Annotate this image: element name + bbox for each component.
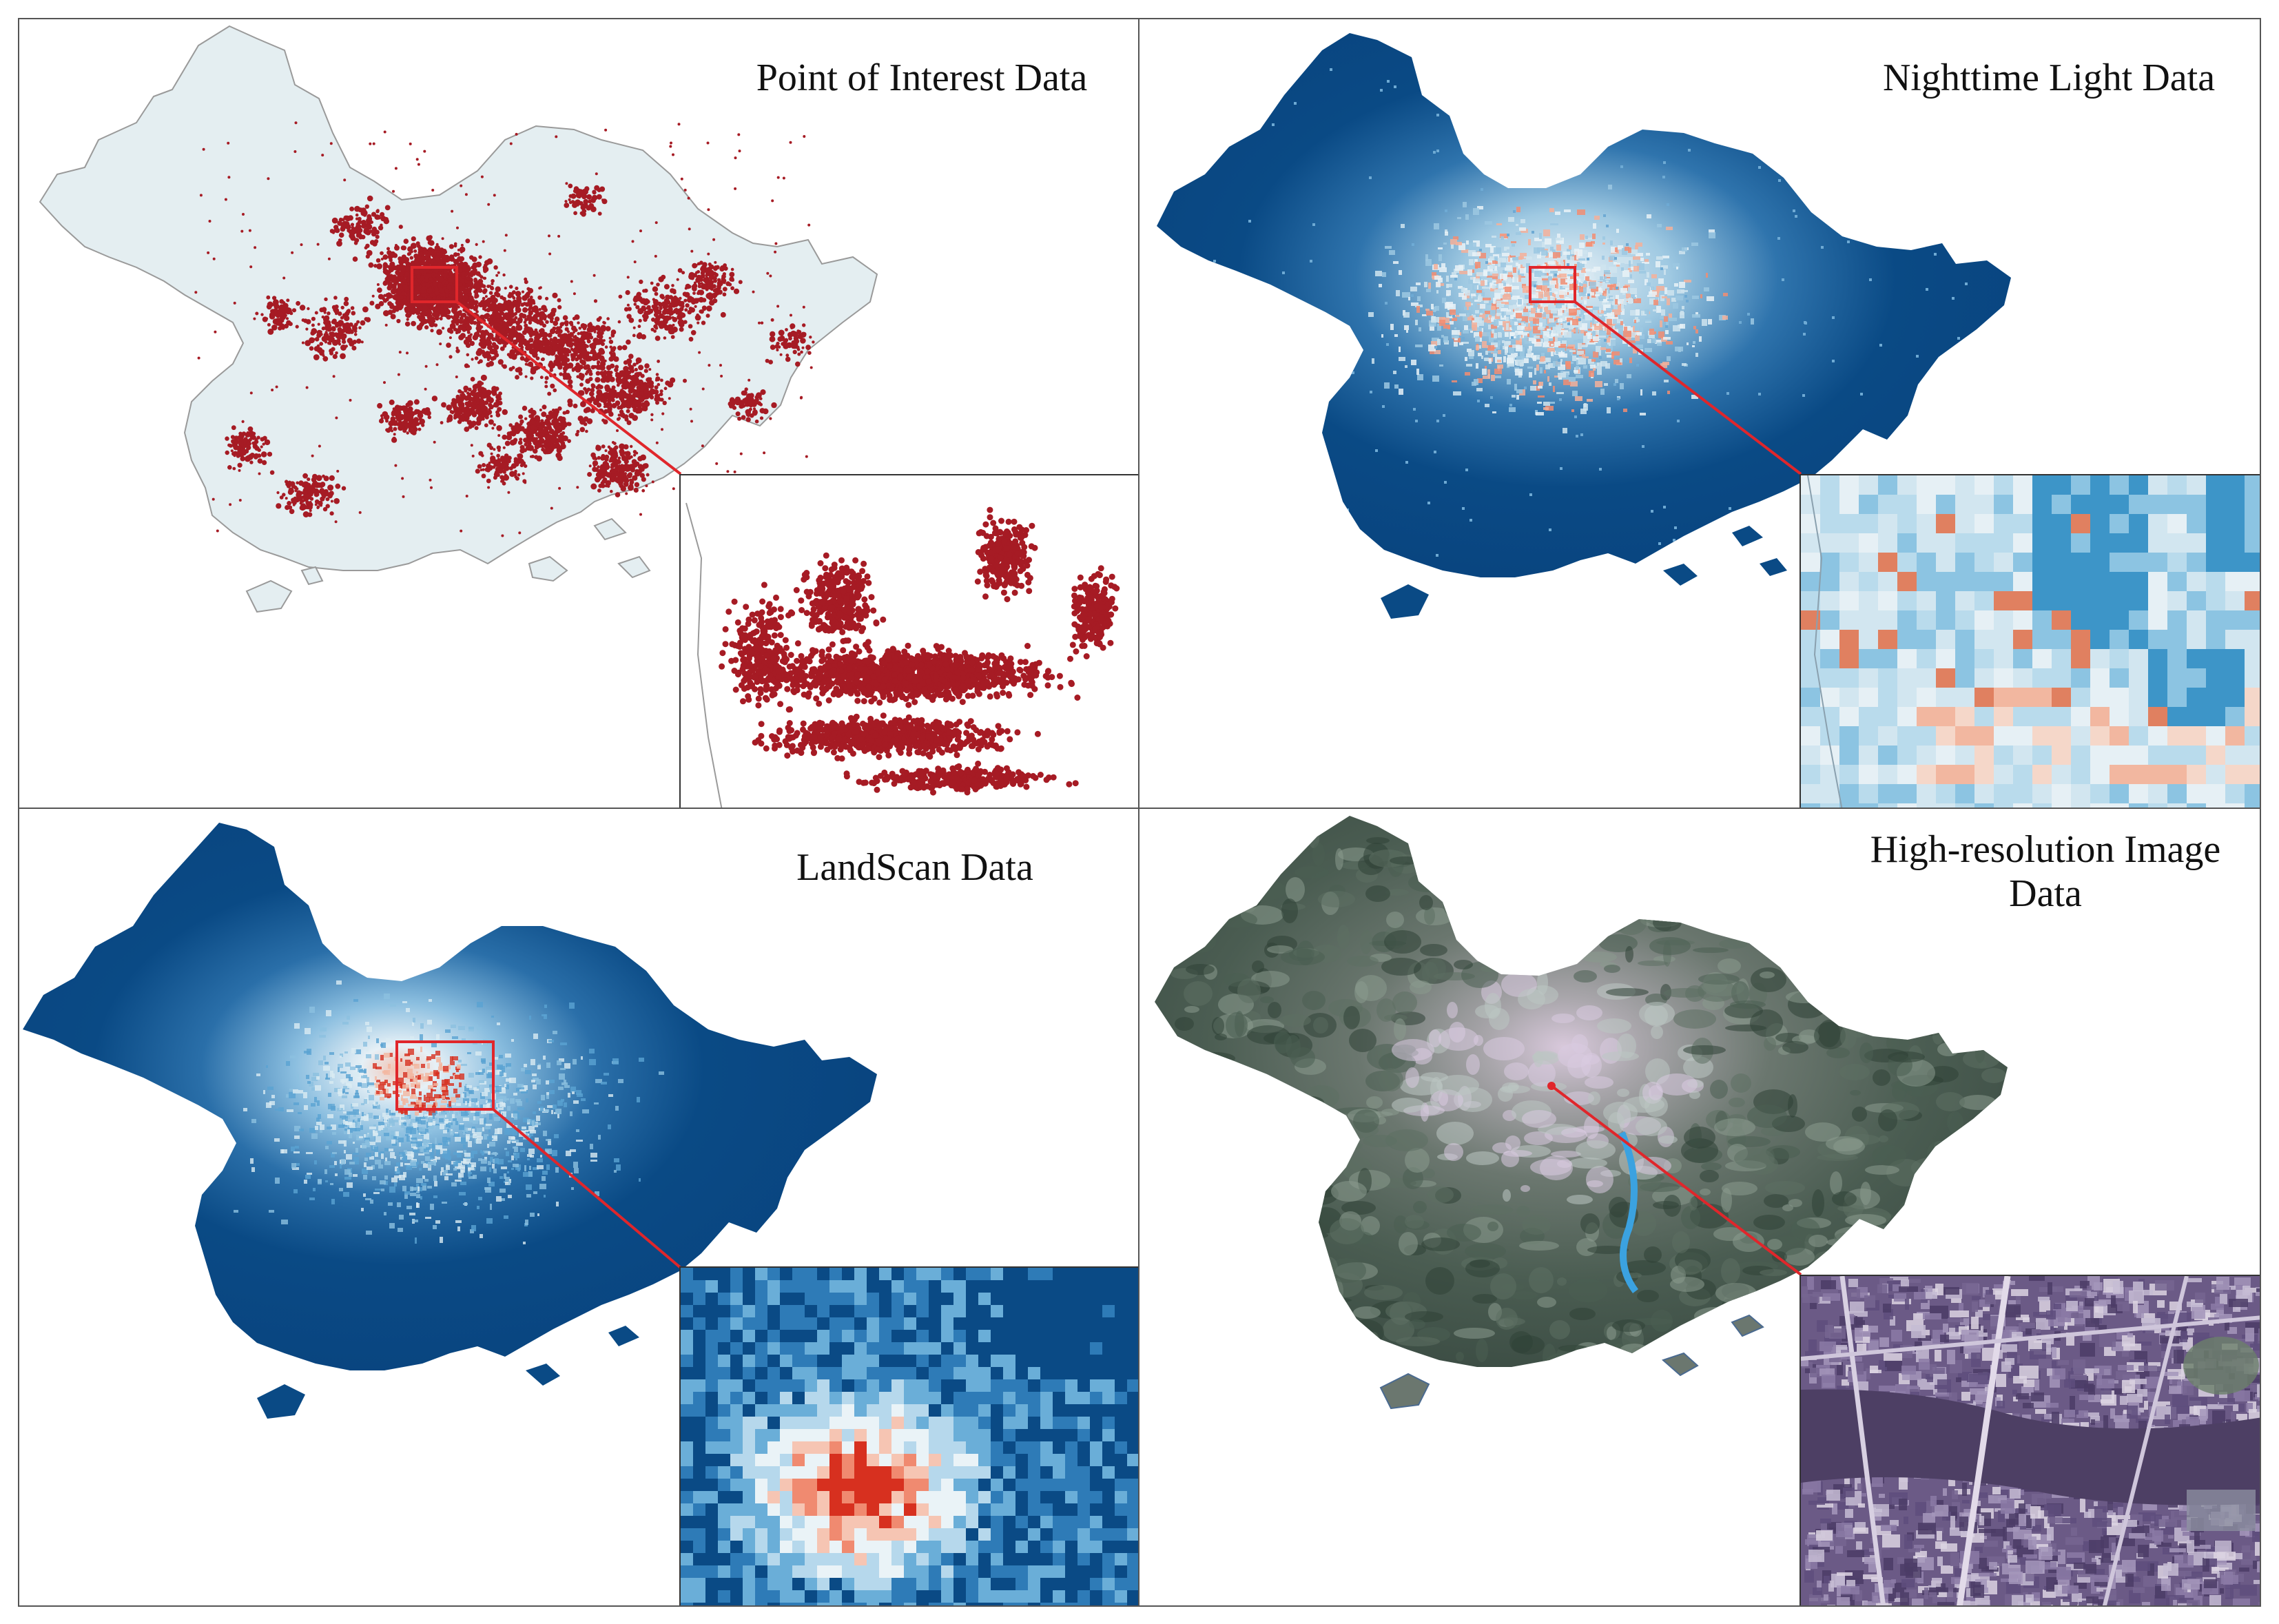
highres-title-line1: High-resolution Image [1870, 828, 2221, 871]
landscan-zoom-connector [492, 1108, 682, 1269]
ntl-title: Nighttime Light Data [1882, 56, 2216, 99]
landscan-region [23, 823, 877, 1370]
ntl-inset-grid [1801, 475, 2260, 808]
highres-water-channel [1618, 1131, 1639, 1293]
landscan-inset-grid [681, 1268, 1138, 1605]
ntl-zoom-connector [1574, 300, 1802, 475]
ntl-zoom-box [1529, 266, 1576, 303]
highres-map [1155, 816, 2008, 1410]
landscan-map [23, 823, 877, 1419]
poi-zoom-connector [455, 300, 682, 475]
ntl-map [1157, 33, 2011, 619]
landscan-islands [257, 1326, 639, 1419]
ntl-inset [1800, 474, 2260, 808]
highres-islands [1379, 1314, 1764, 1410]
landscan-panel: LandScan Data [18, 808, 1140, 1607]
ntl-region [1157, 33, 2011, 577]
river [1801, 1389, 2260, 1505]
ntl-light-patches [1186, 62, 1970, 557]
poi-zoom-box [411, 266, 458, 303]
poi-title: Point of Interest Data [756, 56, 1088, 99]
highres-inset [1800, 1275, 2260, 1605]
landscan-title: LandScan Data [796, 846, 1033, 889]
landscan-inset [679, 1266, 1138, 1605]
poi-inset-points [719, 506, 1120, 796]
highres-inset-image [1801, 1276, 2260, 1605]
highres-zoom-connector [1550, 1085, 1802, 1276]
highres-title-line2: Data [2009, 872, 2082, 915]
poi-islands [245, 517, 651, 613]
highres-panel: High-resolution Image Data [1138, 808, 2261, 1607]
landscan-zoom-box [395, 1040, 495, 1111]
poi-map [39, 25, 878, 613]
landscan-density-patches [234, 980, 664, 1244]
poi-inset [679, 474, 1138, 808]
poi-panel: Point of Interest Data [18, 18, 1140, 809]
ntl-islands [1381, 526, 1787, 619]
ntl-panel: Nighttime Light Data [1138, 18, 2261, 809]
